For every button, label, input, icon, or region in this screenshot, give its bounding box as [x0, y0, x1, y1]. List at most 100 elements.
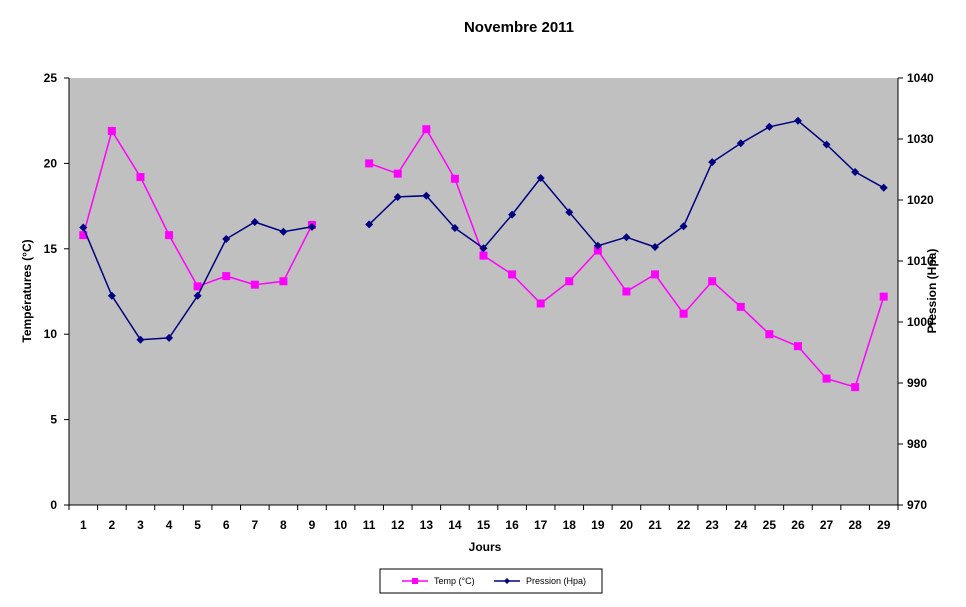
x-tick-label: 2 [109, 518, 116, 532]
data-point [565, 277, 574, 286]
data-point [508, 270, 517, 279]
data-point [79, 231, 88, 240]
data-point [165, 231, 174, 240]
data-point [851, 167, 860, 176]
data-point [793, 342, 802, 351]
axes [68, 78, 899, 506]
data-point [679, 222, 688, 231]
x-tick-label: 25 [763, 518, 777, 532]
data-point [422, 125, 431, 134]
y-right-tick-label: 1020 [907, 193, 934, 207]
data-point [222, 272, 231, 281]
data-point [107, 126, 116, 135]
x-tick-label: 1 [80, 518, 87, 532]
x-tick-label: 14 [448, 518, 462, 532]
x-tick-label: 26 [791, 518, 805, 532]
data-point [708, 158, 717, 167]
right-axis-ticks: 970 980 990 1000 1010 1020 1030 1040 [898, 71, 934, 512]
series-temperature [79, 125, 888, 392]
legend-label: Temp (°C) [434, 576, 475, 586]
chart-title: Novembre 2011 [464, 19, 574, 36]
x-tick-label: 9 [309, 518, 316, 532]
x-tick-label: 22 [677, 518, 691, 532]
data-point [136, 173, 145, 182]
series-pressure [79, 116, 888, 344]
data-point [736, 139, 745, 148]
y-right-tick-label: 1040 [907, 71, 934, 85]
data-point [165, 333, 174, 342]
x-tick-label: 15 [477, 518, 491, 532]
data-point [822, 374, 831, 383]
y-left-tick-label: 25 [44, 71, 58, 85]
x-tick-label: 11 [363, 518, 376, 532]
y-right-tick-label: 1010 [907, 254, 934, 268]
x-tick-label: 3 [137, 518, 144, 532]
data-point [450, 224, 459, 233]
data-point [393, 192, 402, 201]
x-tick-label: 12 [391, 518, 405, 532]
y-right-tick-label: 970 [907, 498, 927, 512]
data-point [622, 287, 631, 296]
x-tick-label: 8 [280, 518, 287, 532]
x-tick-label: 6 [223, 518, 230, 532]
x-tick-label: 29 [877, 518, 891, 532]
y-left-tick-label: 10 [44, 327, 58, 341]
y-right-tick-label: 1000 [907, 315, 934, 329]
x-tick-label: 16 [505, 518, 519, 532]
data-point [536, 299, 545, 308]
data-point [393, 169, 402, 178]
data-point [765, 122, 774, 131]
data-point [365, 159, 374, 168]
x-tick-label: 13 [420, 518, 434, 532]
x-tick-label: 5 [194, 518, 201, 532]
y-axis-right-label: Pression (Hpa) [925, 249, 939, 334]
y-left-tick-label: 0 [50, 498, 57, 512]
data-point [479, 244, 488, 253]
left-axis-ticks: 0 5 10 15 20 25 [44, 71, 69, 512]
data-point [222, 235, 231, 244]
data-point [279, 277, 288, 286]
legend-marker [412, 578, 418, 584]
data-point [450, 174, 459, 183]
x-tick-label: 28 [848, 518, 862, 532]
data-point [793, 116, 802, 125]
x-tick-label: 27 [820, 518, 834, 532]
data-point [422, 191, 431, 200]
y-left-tick-label: 5 [50, 413, 57, 427]
data-point [679, 309, 688, 318]
data-point [193, 282, 202, 291]
data-point [622, 233, 631, 242]
x-tick-label: 18 [563, 518, 577, 532]
data-point [822, 140, 831, 149]
x-tick-label: 4 [166, 518, 173, 532]
y-axis-left-label: Températures (°C) [20, 239, 34, 342]
data-point [136, 335, 145, 344]
legend-label: Pression (Hpa) [526, 576, 586, 586]
x-tick-label: 21 [648, 518, 662, 532]
data-point [651, 242, 660, 251]
data-point [508, 210, 517, 219]
x-tick-label: 23 [706, 518, 720, 532]
x-tick-label: 17 [534, 518, 548, 532]
data-point [79, 223, 88, 232]
data-point [307, 222, 316, 231]
data-point [879, 183, 888, 192]
x-tick-label: 10 [334, 518, 348, 532]
data-point [708, 277, 717, 286]
legend-marker [504, 578, 510, 584]
data-point [565, 208, 574, 217]
data-point [593, 246, 602, 255]
data-point [879, 292, 888, 301]
x-tick-label: 19 [591, 518, 605, 532]
data-point [765, 330, 774, 339]
y-right-tick-label: 980 [907, 437, 927, 451]
x-tick-label: 7 [251, 518, 258, 532]
data-point [593, 241, 602, 250]
x-tick-label: 24 [734, 518, 748, 532]
data-point [193, 291, 202, 300]
x-axis-label: Jours [469, 540, 502, 554]
y-left-tick-label: 15 [44, 242, 58, 256]
legend-items: Temp (°C) Pression (Hpa) [402, 576, 586, 586]
